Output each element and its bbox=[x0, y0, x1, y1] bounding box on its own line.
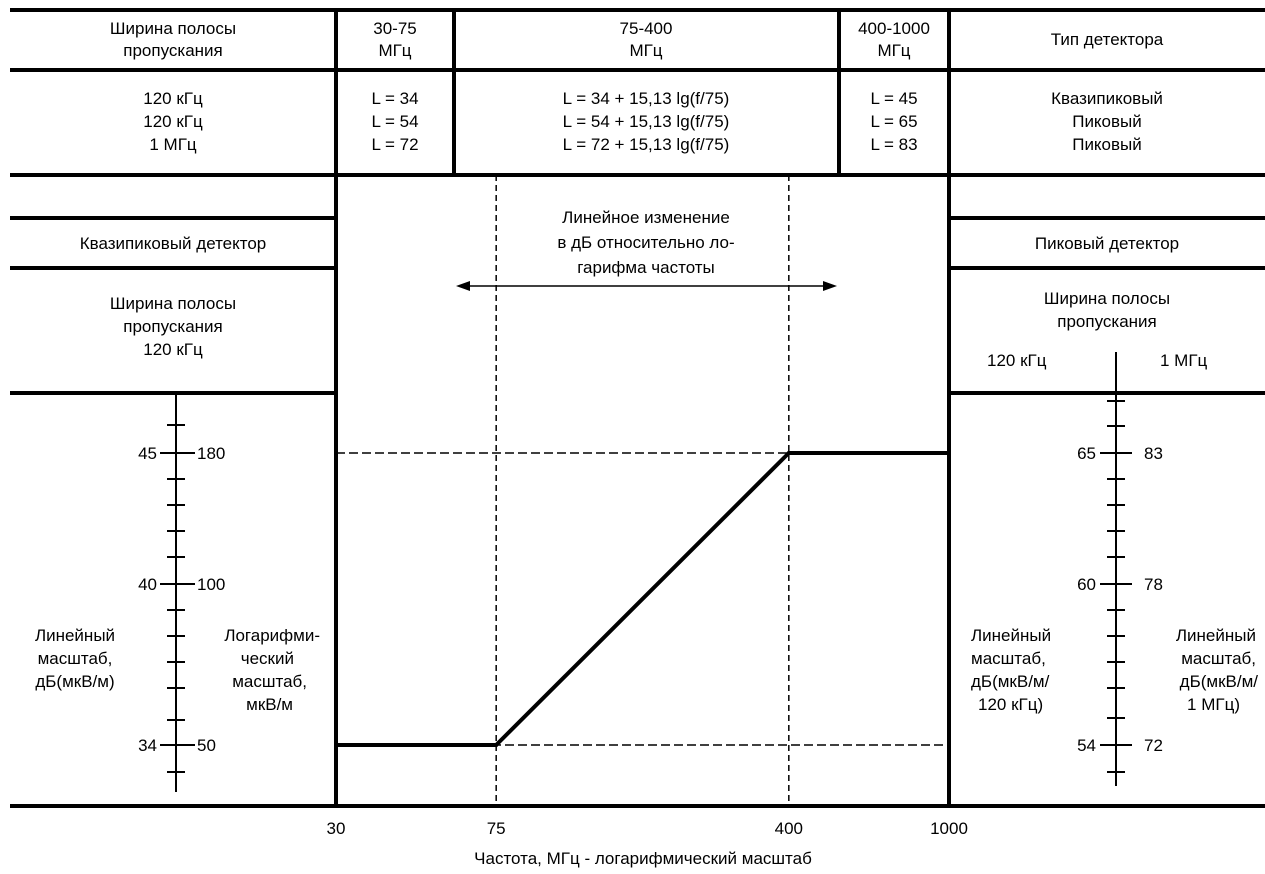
x-axis-ticks: 30 75 400 1000 bbox=[327, 819, 968, 838]
limits-detector-type-3: Пиковый bbox=[1072, 135, 1142, 154]
right-scale-ticks bbox=[1100, 400, 1132, 773]
left-bandwidth-label-3: 120 кГц bbox=[143, 340, 203, 359]
double-arrow-icon bbox=[456, 281, 837, 291]
limits-band1-formula-1: L = 34 bbox=[371, 89, 418, 108]
right-left-scale-label-3: дБ(мкВ/м/ bbox=[971, 672, 1050, 691]
header-bandwidth-label-1: Ширина полосы bbox=[110, 19, 236, 38]
header-bandwidth-label-2: пропускания bbox=[123, 41, 223, 60]
limit-curve bbox=[334, 451, 951, 747]
right-left-scale-label-1: Линейный bbox=[971, 626, 1051, 645]
right-left-scale-label-2: масштаб, bbox=[971, 649, 1046, 668]
center-annotation-3: гарифма частоты bbox=[577, 258, 715, 277]
right-scale-left-54: 54 bbox=[1077, 736, 1096, 755]
limits-bandwidth-3: 1 МГц bbox=[149, 135, 197, 154]
x-tick-label-30: 30 bbox=[327, 819, 346, 838]
header-band-400-1000-unit: МГц bbox=[877, 41, 910, 60]
limits-band2-formula-3: L = 72 + 15,13 lg(f/75) bbox=[563, 135, 730, 154]
right-right-scale-label-2: масштаб, bbox=[1181, 649, 1256, 668]
limits-band3-formula-2: L = 65 bbox=[870, 112, 917, 131]
center-annotation-1: Линейное изменение bbox=[562, 208, 730, 227]
right-scale-right-72: 72 bbox=[1144, 736, 1163, 755]
left-log-scale-label-2: ческий bbox=[241, 649, 294, 668]
left-scale-uv-180: 180 bbox=[197, 444, 225, 463]
limits-band1-formula-2: L = 54 bbox=[371, 112, 418, 131]
center-annotation-2: в дБ относительно ло- bbox=[557, 233, 734, 252]
table-frame bbox=[10, 8, 1265, 808]
right-detector-label: Пиковый детектор bbox=[1035, 234, 1179, 253]
left-scale-uv-100: 100 bbox=[197, 575, 225, 594]
left-log-scale-label-4: мкВ/м bbox=[246, 695, 293, 714]
right-bandwidth-label-1: Ширина полосы bbox=[1044, 289, 1170, 308]
right-col-label-120khz: 120 кГц bbox=[987, 351, 1047, 370]
header-band-400-1000: 400-1000 bbox=[858, 19, 930, 38]
x-tick-label-75: 75 bbox=[487, 819, 506, 838]
x-tick-label-400: 400 bbox=[775, 819, 803, 838]
right-right-scale-label-1: Линейный bbox=[1176, 626, 1256, 645]
left-scale-db-34: 34 bbox=[138, 736, 157, 755]
right-scale-right-78: 78 bbox=[1144, 575, 1163, 594]
limits-band2-formula-1: L = 34 + 15,13 lg(f/75) bbox=[563, 89, 730, 108]
left-linear-scale-label-2: масштаб, bbox=[38, 649, 113, 668]
limits-detector-type-1: Квазипиковый bbox=[1051, 89, 1163, 108]
left-scale-db-45: 45 bbox=[138, 444, 157, 463]
left-bandwidth-label-2: пропускания bbox=[123, 317, 223, 336]
left-scale-ticks bbox=[160, 424, 195, 773]
right-scale-left-60: 60 bbox=[1077, 575, 1096, 594]
x-tick-label-1000: 1000 bbox=[930, 819, 968, 838]
limits-bandwidth-1: 120 кГц bbox=[143, 89, 203, 108]
right-left-scale-label-4: 120 кГц) bbox=[978, 695, 1043, 714]
right-right-scale-label-4: 1 МГц) bbox=[1187, 695, 1240, 714]
left-log-scale-label-1: Логарифми- bbox=[224, 626, 320, 645]
left-linear-scale-label-1: Линейный bbox=[35, 626, 115, 645]
right-bandwidth-label-2: пропускания bbox=[1057, 312, 1157, 331]
header-detector-type-label: Тип детектора bbox=[1051, 30, 1164, 49]
right-scale-right-83: 83 bbox=[1144, 444, 1163, 463]
header-band-30-75: 30-75 bbox=[373, 19, 416, 38]
left-scale-db-40: 40 bbox=[138, 575, 157, 594]
right-right-scale-label-3: дБ(мкВ/м/ bbox=[1180, 672, 1259, 691]
right-scale-left-65: 65 bbox=[1077, 444, 1096, 463]
left-detector-label: Квазипиковый детектор bbox=[80, 234, 267, 253]
header-band-75-400: 75-400 bbox=[620, 19, 673, 38]
limit-segment-1 bbox=[494, 451, 791, 747]
limits-band3-formula-1: L = 45 bbox=[870, 89, 917, 108]
header-band-30-75-unit: МГц bbox=[378, 41, 411, 60]
limits-band1-formula-3: L = 72 bbox=[371, 135, 418, 154]
header-band-75-400-unit: МГц bbox=[629, 41, 662, 60]
left-linear-scale-label-3: дБ(мкВ/м) bbox=[35, 672, 114, 691]
left-log-scale-label-3: масштаб, bbox=[232, 672, 307, 691]
left-bandwidth-label-1: Ширина полосы bbox=[110, 294, 236, 313]
limits-bandwidth-2: 120 кГц bbox=[143, 112, 203, 131]
right-col-label-1mhz: 1 МГц bbox=[1160, 351, 1208, 370]
x-axis-label: Частота, МГц - логарифмический масштаб bbox=[474, 849, 812, 868]
left-scale-uv-50: 50 bbox=[197, 736, 216, 755]
limits-band2-formula-2: L = 54 + 15,13 lg(f/75) bbox=[563, 112, 730, 131]
limits-detector-type-2: Пиковый bbox=[1072, 112, 1142, 131]
limits-band3-formula-3: L = 83 bbox=[870, 135, 917, 154]
